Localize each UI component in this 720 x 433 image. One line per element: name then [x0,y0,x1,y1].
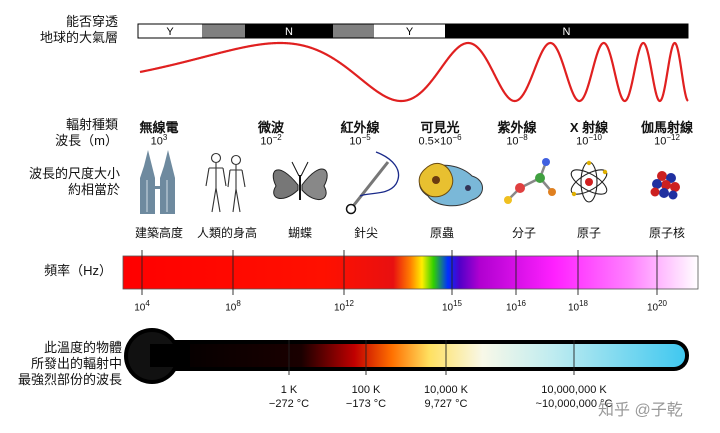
temperature-tick-lines [288,340,575,375]
scale-object-label: 人類的身高 [196,226,258,240]
scale-object-label: 分子 [511,226,537,240]
thermometer [124,328,689,384]
radiation-label: 輻射種類 波長（m） [55,117,118,148]
protozoa-icon [418,162,483,207]
wavelength-value: 103 [150,133,168,148]
atmosphere-segment [374,24,445,38]
atom-icon [570,160,608,203]
radiation-name: 紫外線 [497,120,537,135]
scale-label: 波長的尺度大小 約相當於 [28,166,120,197]
temperature-tick: 10,000,000 K ~10,000,000 °C [535,384,613,410]
atmosphere-segment [245,24,333,38]
temperature-label: 此溫度的物體 所發出的輻射中 最強烈部份的波長 [17,340,122,387]
frequency-tick: 1012 [333,299,355,314]
wavelength-value: 10−12 [654,133,680,148]
scale-object-label: 蝴蝶 [287,226,313,240]
atmosphere-segment [138,24,202,38]
frequency-tick: 1016 [505,299,527,314]
wavelength-wave [139,41,689,103]
radiation-name: 伽馬射線 [640,120,694,135]
scale-object-label: 建築高度 [134,226,184,240]
wavelength-value: 10−5 [349,133,371,148]
needle-icon [345,151,400,215]
radiation-name: 微波 [257,120,285,135]
frequency-tick: 1015 [441,299,463,314]
frequency-tick: 108 [225,299,241,314]
atmosphere-label: 能否穿透 地球的大氣層 [39,14,118,45]
atmosphere-bar-border [137,23,689,39]
frequency-tick: 1018 [567,299,589,314]
atmosphere-segment [445,24,688,38]
wavelength-value: 10−2 [260,133,282,148]
humans-icon [205,152,246,213]
atmosphere-segment-label: N [285,26,293,38]
temperature-tick: 100 K −173 °C [345,384,387,410]
atmosphere-segment [333,24,374,38]
atmosphere-segment-label: Y [166,26,174,38]
frequency-label: 頻率（Hz） [44,263,112,278]
nucleus-icon [650,171,680,200]
atmosphere-segment [202,24,245,38]
frequency-tick: 1020 [646,299,668,314]
radiation-name: 紅外線 [340,120,380,135]
wavelength-value: 10−8 [506,133,528,148]
butterfly-icon [272,161,328,200]
scale-object-label: 原子 [576,226,602,240]
watermark: 知乎 @子乾 [598,402,683,419]
atmosphere-segment-label: Y [406,26,414,38]
wavelength-value: 0.5×10−6 [418,133,462,148]
radiation-name: X 射線 [569,120,609,135]
radiation-name: 可見光 [420,120,460,135]
atmosphere-segment-label: N [563,26,571,38]
temperature-tick: 1 K −272 °C [268,384,310,410]
buildings-icon [140,150,175,214]
radiation-name: 無線電 [139,120,179,135]
molecule-icon [504,158,556,204]
temperature-tick: 10,000 K 9,727 °C [423,384,469,410]
frequency-tick-lines [141,250,658,295]
scale-object-label: 針尖 [353,226,379,240]
frequency-tick: 104 [134,299,150,314]
scale-object-label: 原子核 [648,226,686,240]
wavelength-value: 10−10 [576,133,602,148]
scale-object-label: 原蟲 [429,226,455,240]
frequency-spectrum-bar [122,255,699,290]
